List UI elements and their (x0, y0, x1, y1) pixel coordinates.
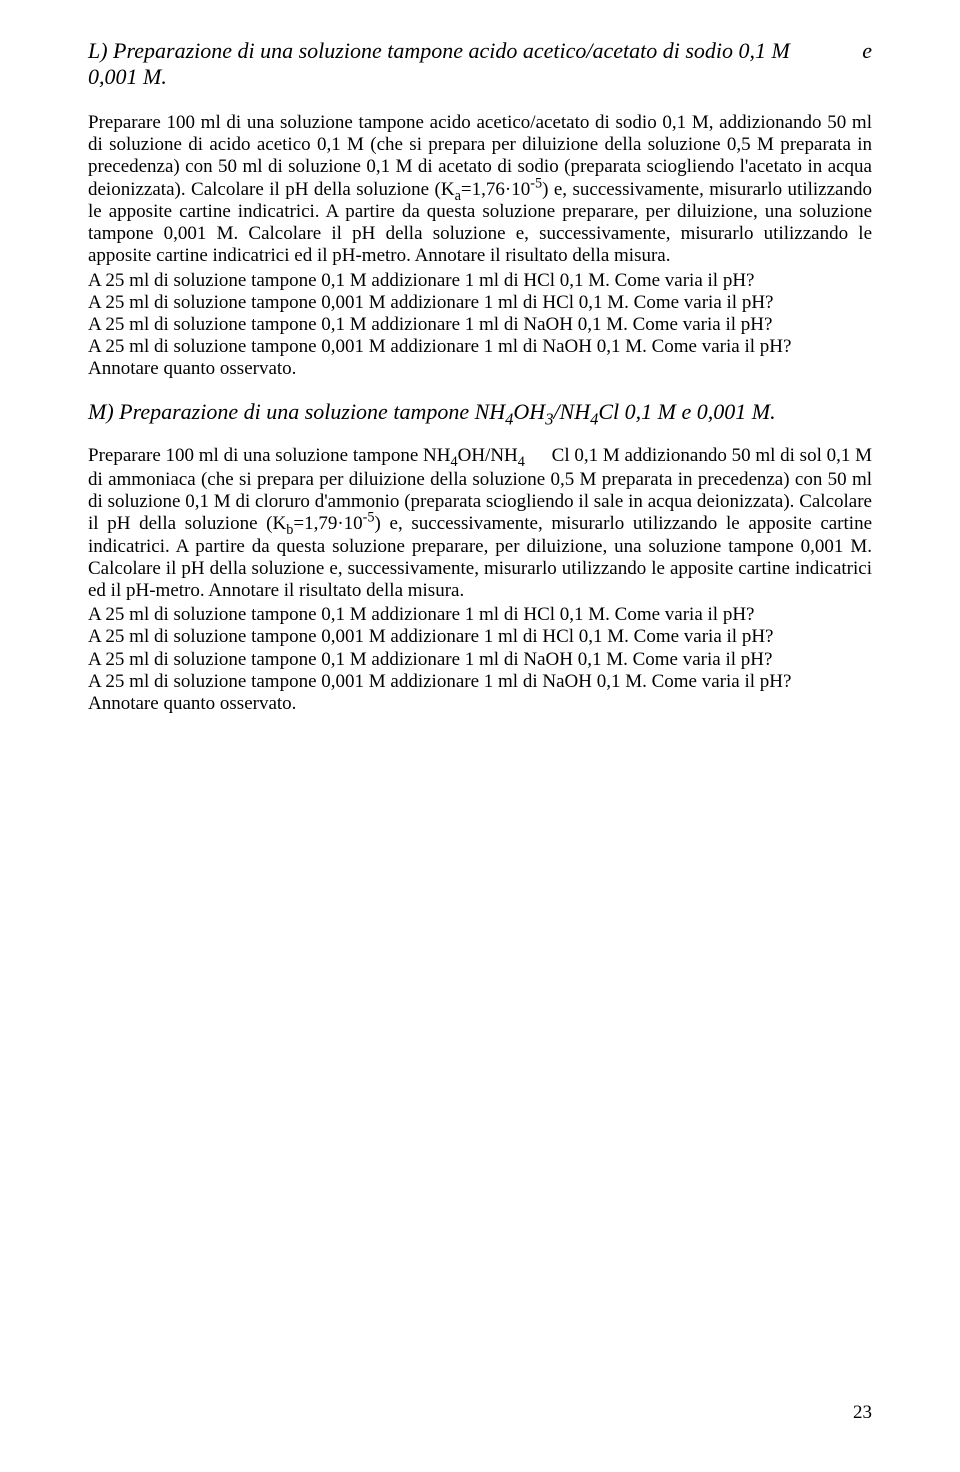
section-m-line4: A 25 ml di soluzione tampone 0,001 M add… (88, 671, 872, 693)
kb-exponent: -5 (363, 510, 375, 526)
section-m-heading-d: Cl 0,1 M e 0,001 M. (598, 399, 775, 424)
section-m-line5: Annotare quanto osservato. (88, 693, 872, 715)
section-l-heading-e: e (862, 38, 872, 64)
section-m-paragraph: di ammoniaca (che si prepara per diluizi… (88, 469, 872, 602)
section-m-heading-a: M) Preparazione di una soluzione tampone… (88, 399, 505, 424)
section-m-p1-a: Preparare 100 ml di una soluzione tampon… (88, 445, 450, 466)
section-l-line1: A 25 ml di soluzione tampone 0,1 M addiz… (88, 270, 872, 292)
section-m-p1-c: Cl 0,1 M addizionando 50 ml di sol 0,1 M (552, 445, 872, 467)
section-l-heading: L) Preparazione di una soluzione tampone… (88, 38, 872, 90)
section-m-heading-c: /NH (553, 399, 590, 424)
section-l-heading-line2: 0,001 M. (88, 64, 872, 90)
page-number: 23 (853, 1402, 872, 1424)
section-l-line2: A 25 ml di soluzione tampone 0,001 M add… (88, 292, 872, 314)
section-l-line5: Annotare quanto osservato. (88, 358, 872, 380)
section-l-ka-eq: =1,76·10 (461, 179, 530, 200)
m-p1-sub1: 4 (450, 453, 457, 469)
section-m-line1: A 25 ml di soluzione tampone 0,1 M addiz… (88, 604, 872, 626)
m-p1-sub2: 4 (518, 453, 525, 469)
section-m-line3: A 25 ml di soluzione tampone 0,1 M addiz… (88, 649, 872, 671)
section-l-line4: A 25 ml di soluzione tampone 0,001 M add… (88, 336, 872, 358)
section-m-line2: A 25 ml di soluzione tampone 0,001 M add… (88, 626, 872, 648)
section-l-heading-left: L) Preparazione di una soluzione tampone… (88, 38, 790, 64)
section-m-heading-b: OH (513, 399, 545, 424)
document-page: L) Preparazione di una soluzione tampone… (0, 0, 960, 1472)
section-l-paragraph: Preparare 100 ml di una soluzione tampon… (88, 112, 872, 268)
section-m-p1-b: OH/NH (458, 445, 518, 466)
section-m-heading: M) Preparazione di una soluzione tampone… (88, 399, 872, 425)
ka-exponent: -5 (530, 175, 542, 191)
section-l-line3: A 25 ml di soluzione tampone 0,1 M addiz… (88, 314, 872, 336)
section-m-para-line1: Preparare 100 ml di una soluzione tampon… (88, 445, 872, 467)
section-m-kb-eq: =1,79·10 (293, 513, 362, 534)
